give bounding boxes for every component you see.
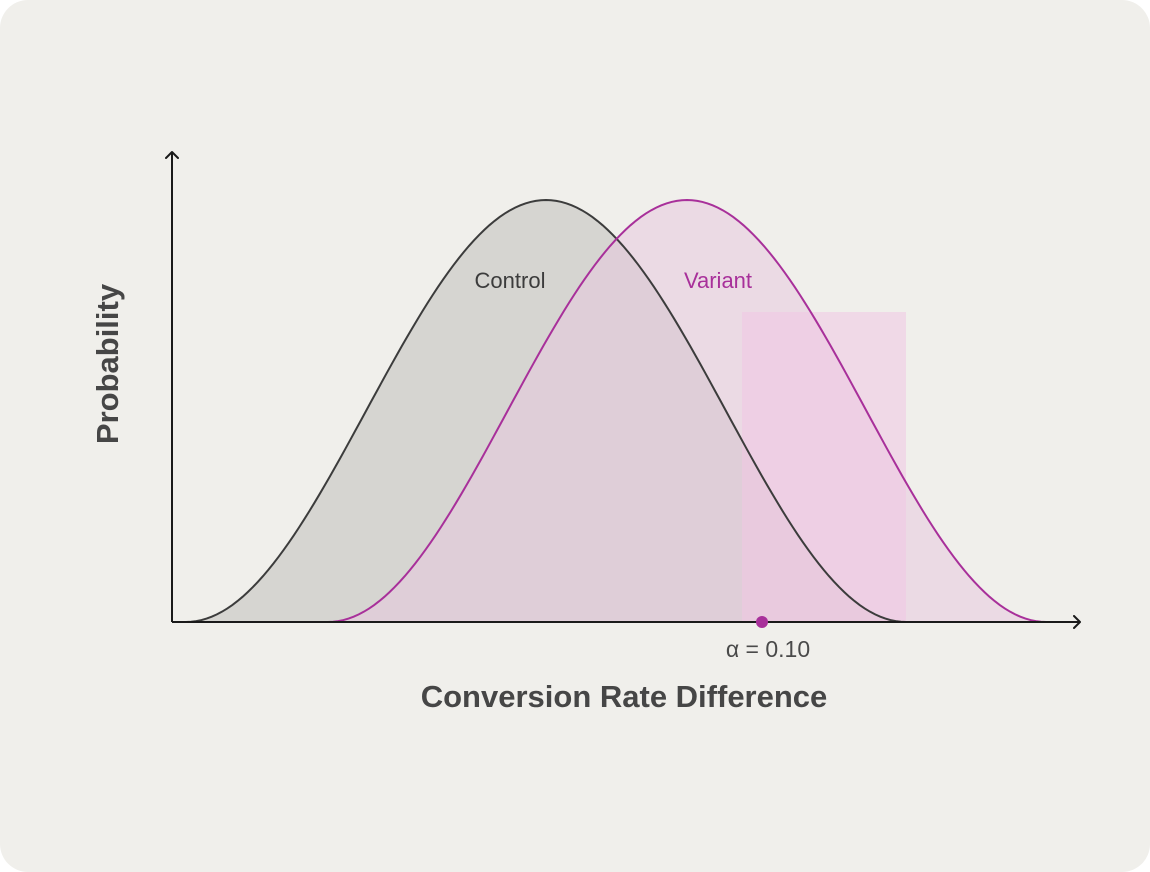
threshold-region [742, 312, 906, 622]
y-axis-title: Probability [90, 283, 125, 444]
control-label: Control [475, 268, 546, 293]
x-axis-title: Conversion Rate Difference [421, 679, 828, 714]
control-distribution-curve [185, 198, 907, 623]
variant-label: Variant [684, 268, 752, 293]
threshold-marker [756, 616, 768, 628]
variant-distribution-curve [327, 198, 1047, 623]
alpha-label: α = 0.10 [726, 636, 810, 662]
